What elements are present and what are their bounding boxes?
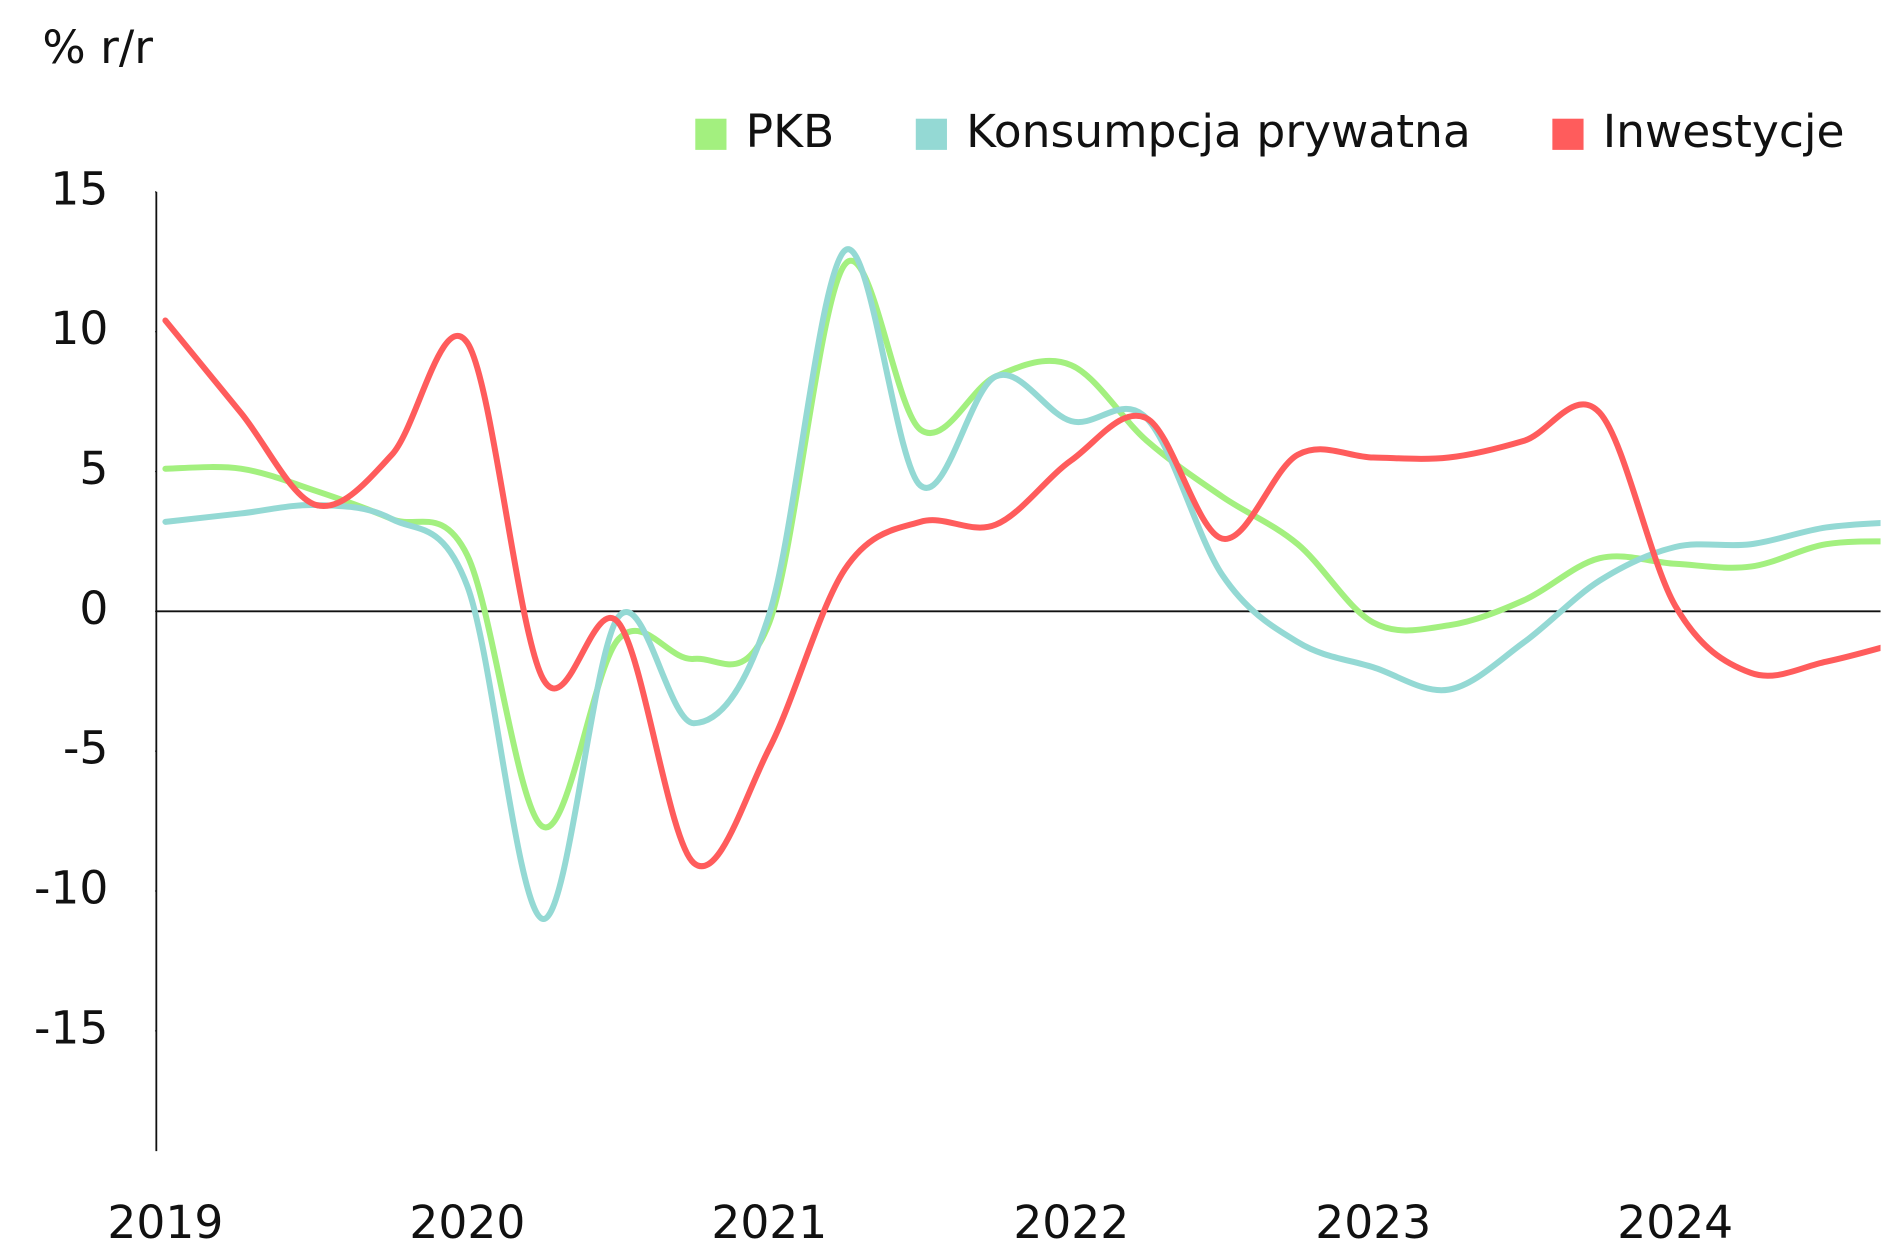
x-tick-label: 2019 (107, 1196, 223, 1247)
y-tick-label: 10 (50, 302, 108, 355)
y-tick-label: 15 (50, 162, 108, 215)
series-line (162, 317, 1881, 869)
legend-label: Inwestycje (1603, 105, 1845, 158)
y-tick-label: 0 (79, 582, 108, 635)
x-tick-label: 2024 (1617, 1196, 1733, 1247)
plot-area (162, 246, 1881, 922)
series-line (162, 257, 1881, 831)
y-tick-label: -15 (34, 1001, 108, 1054)
series-line (162, 246, 1881, 922)
x-tick-label: 2022 (1013, 1196, 1129, 1247)
y-tick-label: -10 (34, 861, 108, 914)
legend-label: Konsumpcja prywatna (966, 105, 1471, 158)
legend: Inwestycje Konsumpcja prywatna PKB (695, 105, 1845, 158)
x-tick-label: 2023 (1315, 1196, 1431, 1247)
y-axis-label: % r/r (42, 21, 153, 74)
legend-swatch (915, 118, 947, 150)
legend-swatch (1552, 118, 1584, 150)
legend-swatch (695, 118, 727, 150)
x-tick-label: 2020 (409, 1196, 525, 1247)
legend-label: PKB (746, 105, 835, 158)
x-tick-label: 2021 (711, 1196, 827, 1247)
y-tick-label: 5 (79, 442, 108, 495)
y-tick-label: -5 (63, 722, 108, 775)
